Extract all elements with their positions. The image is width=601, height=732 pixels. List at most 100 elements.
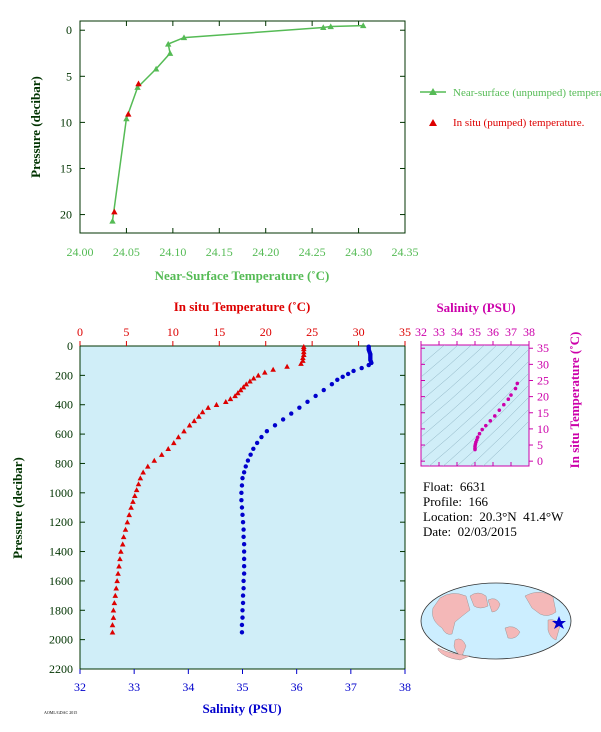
float-location-marker bbox=[552, 616, 566, 629]
density-contour bbox=[421, 345, 485, 402]
temperature-point bbox=[191, 418, 198, 424]
density-contour bbox=[421, 345, 472, 390]
profile-series-marks bbox=[109, 343, 374, 635]
salinity-point bbox=[239, 622, 245, 628]
profile-y-axis-label: Pressure (decibar) bbox=[10, 457, 25, 559]
ts-x-axis-label: Salinity (PSU) bbox=[436, 300, 515, 315]
temperature-point bbox=[213, 401, 220, 407]
salinity-point bbox=[241, 578, 246, 584]
temperature-point bbox=[113, 585, 120, 591]
near-surface-point bbox=[134, 84, 141, 90]
salinity-point bbox=[241, 470, 247, 475]
profile-chart: 0 5 10 15 20 25 30 35 32 33 34 35 36 37 38 0 200 400 600 80… bbox=[10, 299, 411, 716]
legend-marker-red bbox=[429, 119, 437, 126]
temperature-point bbox=[227, 396, 234, 402]
ts-y-axis-label: In situ Temperature (˚C) bbox=[567, 332, 582, 469]
near-surface-point bbox=[320, 24, 327, 31]
temperature-point bbox=[122, 526, 129, 532]
profile-number: Profile: 166 bbox=[423, 494, 488, 509]
salinity-point bbox=[240, 615, 245, 620]
temperature-point bbox=[235, 390, 241, 396]
temp-tick-label: 5 bbox=[123, 325, 129, 339]
profile-axis-ticks: 0 5 10 15 20 25 30 35 32 33 34 35 36 37 38 0 200 400 600 80… bbox=[49, 325, 411, 694]
top-x-axis-label: Near-Surface Temperature (˚C) bbox=[155, 268, 330, 283]
legend-label-green: Near-surface (unpumped) temperature. bbox=[453, 87, 601, 99]
ts-y-tick-label: 5 bbox=[537, 438, 543, 452]
temperature-point bbox=[116, 563, 122, 569]
pressure-tick-label: 1200 bbox=[49, 515, 73, 529]
ts-point bbox=[484, 423, 488, 428]
ts-point bbox=[502, 402, 506, 407]
ts-y-tick-label: 20 bbox=[537, 390, 549, 404]
salinity-point bbox=[289, 411, 294, 416]
density-contour bbox=[421, 345, 510, 426]
temp-tick-label: 20 bbox=[260, 325, 272, 339]
temperature-point bbox=[250, 375, 257, 381]
salinity-point bbox=[239, 505, 245, 510]
temperature-point bbox=[111, 600, 118, 606]
salinity-point bbox=[366, 362, 371, 368]
salinity-point bbox=[241, 571, 247, 576]
near-surface-point bbox=[109, 217, 116, 224]
ts-x-tick-label: 32 bbox=[415, 325, 427, 339]
ts-y-tick-label: 10 bbox=[537, 422, 549, 436]
temperature-point bbox=[144, 463, 151, 469]
salinity-point bbox=[329, 381, 335, 387]
temperature-point bbox=[240, 384, 247, 390]
salinity-point bbox=[321, 387, 326, 393]
temperature-point bbox=[237, 387, 244, 393]
salinity-point bbox=[240, 608, 245, 613]
temperature-point bbox=[109, 622, 116, 628]
top-y-tick-label: 0 bbox=[66, 23, 72, 37]
temperature-point bbox=[222, 398, 229, 405]
top-x-tick-label: 24.05 bbox=[113, 245, 140, 259]
legend-marker-green bbox=[429, 88, 437, 95]
temperature-point bbox=[128, 504, 134, 510]
temperature-point bbox=[140, 469, 146, 475]
temperature-point bbox=[170, 440, 177, 446]
temperature-point bbox=[298, 360, 304, 366]
near-surface-point bbox=[360, 22, 367, 29]
salinity-point bbox=[248, 452, 253, 457]
top-y-tick-label: 5 bbox=[66, 69, 72, 83]
ts-series-marks bbox=[473, 381, 520, 452]
salinity-tick-label: 33 bbox=[128, 680, 140, 694]
top-plot-frame bbox=[79, 20, 406, 234]
salinity-point bbox=[241, 534, 246, 540]
salinity-point bbox=[335, 377, 340, 382]
ts-point bbox=[477, 431, 482, 436]
salinity-point bbox=[345, 371, 351, 377]
pressure-tick-label: 1000 bbox=[49, 486, 73, 500]
pressure-tick-label: 200 bbox=[55, 368, 73, 382]
ts-point bbox=[506, 397, 511, 402]
density-contour bbox=[469, 408, 529, 466]
salinity-tick-label: 37 bbox=[345, 680, 357, 694]
top-axis-ticks: 24.00 24.05 24.10 24.15 24.20 24.25 24.30 24.35… bbox=[60, 21, 419, 259]
salinity-tick-label: 38 bbox=[399, 680, 411, 694]
salinity-point bbox=[240, 475, 245, 481]
density-contour bbox=[442, 384, 529, 466]
salinity-point bbox=[305, 399, 310, 404]
salinity-point bbox=[240, 593, 246, 598]
ts-point bbox=[488, 419, 493, 423]
temperature-point bbox=[243, 381, 250, 387]
salinity-point bbox=[243, 464, 248, 469]
density-contour bbox=[482, 420, 529, 466]
salinity-point bbox=[272, 423, 278, 428]
salinity-point bbox=[239, 490, 244, 496]
ts-y-tick-label: 30 bbox=[537, 357, 549, 371]
top-y-tick-label: 20 bbox=[60, 208, 72, 222]
top-series-line bbox=[111, 24, 364, 222]
map-land bbox=[432, 592, 561, 661]
temp-tick-label: 10 bbox=[167, 325, 179, 339]
profile-date: Date: 02/03/2015 bbox=[423, 524, 517, 539]
temperature-point bbox=[119, 541, 126, 547]
salinity-point bbox=[241, 527, 246, 532]
pressure-tick-label: 400 bbox=[55, 398, 73, 412]
near-surface-point bbox=[152, 65, 160, 72]
salinity-tick-label: 34 bbox=[182, 680, 194, 694]
salinity-point bbox=[241, 586, 246, 591]
salinity-point bbox=[251, 446, 256, 451]
density-contour bbox=[421, 345, 459, 378]
temperature-point bbox=[131, 492, 138, 498]
